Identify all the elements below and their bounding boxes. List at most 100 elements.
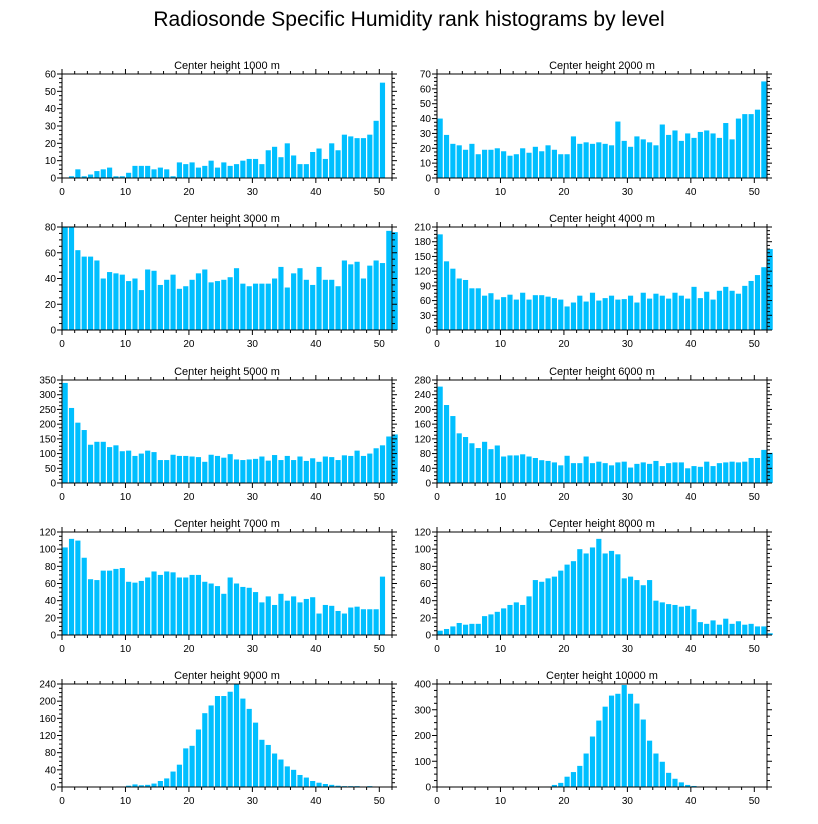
x-tick-label: 0	[434, 339, 440, 350]
histogram-bar	[265, 744, 271, 787]
histogram-bar	[450, 626, 456, 635]
histogram-bar	[551, 149, 557, 178]
x-tick-label: 40	[685, 796, 697, 807]
x-tick-label: 10	[120, 339, 132, 350]
histogram-bar	[462, 624, 469, 635]
histogram-bar	[735, 118, 742, 178]
histogram-bar	[488, 149, 494, 178]
histogram-bar	[284, 600, 290, 635]
histogram-bar	[640, 462, 646, 483]
histogram-bar	[602, 298, 608, 330]
histogram-bar	[729, 623, 735, 635]
histogram-bar	[666, 134, 672, 178]
histogram-panel: Center height 3000 m 0 10 20 30 40 50 0 20 40 60 80	[45, 213, 398, 350]
histogram-bar	[475, 623, 481, 635]
histogram-bar	[322, 158, 328, 178]
histogram-bar	[183, 286, 189, 330]
histogram-bar	[526, 596, 532, 636]
histogram-bar	[367, 453, 373, 483]
histogram-bar	[501, 151, 507, 178]
histogram-bar	[195, 729, 202, 787]
histogram-bar	[240, 586, 246, 635]
histogram-bar	[443, 628, 450, 635]
histogram-bar	[482, 441, 488, 483]
y-tick-label: 0	[425, 479, 431, 490]
histogram-bar	[640, 719, 646, 787]
histogram-panel: Center height 4000 m 0 10 20 30 40 50 0 30 60 90 12…	[414, 213, 773, 350]
histogram-bar	[151, 270, 157, 330]
histogram-bar	[392, 434, 398, 483]
histogram-bar	[392, 232, 398, 330]
histogram-bar	[202, 165, 208, 178]
histogram-bar	[265, 460, 271, 483]
histogram-bar	[354, 450, 360, 483]
histogram-panel: Center height 5000 m 0 10 20 30 40 50 0 50 100 150…	[39, 366, 398, 503]
histogram-bar	[259, 602, 265, 635]
histogram-bar	[126, 450, 132, 483]
histogram-bar	[748, 280, 754, 330]
histogram-bar	[87, 174, 94, 178]
histogram-bar	[335, 150, 341, 178]
histogram-bar	[570, 463, 577, 483]
histogram-bar	[672, 462, 678, 483]
histogram-bar	[710, 620, 716, 635]
histogram-bar	[602, 143, 608, 178]
histogram-bar	[316, 266, 322, 330]
x-tick-label: 30	[622, 187, 634, 198]
histogram-bar	[297, 602, 303, 635]
histogram-bar	[316, 461, 322, 483]
histogram-bar	[691, 785, 697, 787]
histogram-bar	[583, 301, 589, 330]
histogram-bar	[742, 114, 748, 178]
x-tick-label: 30	[622, 339, 634, 350]
y-tick-label: 40	[45, 596, 57, 607]
histogram-bar	[507, 155, 513, 178]
histogram-bar	[735, 462, 742, 483]
histogram-bar	[272, 604, 278, 635]
histogram-bar	[170, 771, 176, 787]
x-tick-label: 10	[120, 796, 132, 807]
histogram-bar	[183, 748, 189, 788]
histogram-bar	[621, 140, 627, 178]
histogram-bar	[596, 720, 602, 787]
histogram-bar	[742, 285, 748, 330]
x-tick-label: 10	[495, 796, 507, 807]
histogram-bar	[164, 279, 170, 330]
histogram-bar	[685, 133, 691, 178]
panel-title: Center height 8000 m	[549, 518, 655, 530]
y-tick-label: 20	[45, 613, 57, 624]
histogram-bar	[621, 461, 627, 483]
x-tick-label: 30	[247, 339, 259, 350]
histogram-bar	[672, 292, 678, 330]
histogram-bar	[62, 382, 68, 483]
histogram-bar	[278, 157, 284, 178]
histogram-bar	[558, 570, 564, 636]
x-tick-label: 50	[374, 339, 386, 350]
y-tick-label: 100	[39, 545, 56, 556]
y-tick-label: 300	[39, 390, 56, 401]
histogram-bar	[151, 169, 157, 178]
histogram-bar	[272, 455, 278, 483]
histogram-bar	[564, 564, 570, 635]
histogram-bar	[360, 278, 367, 330]
histogram-bar	[513, 299, 519, 330]
histogram-bar	[183, 577, 189, 635]
histogram-bar	[716, 463, 722, 483]
histogram-bar	[221, 279, 227, 330]
histogram-bar	[151, 783, 157, 787]
y-tick-label: 0	[425, 326, 431, 337]
histogram-bar	[583, 753, 589, 787]
histogram-bar	[303, 279, 309, 330]
histogram-bar	[278, 593, 284, 635]
histogram-bar	[132, 165, 138, 178]
histogram-bar	[551, 784, 557, 787]
histogram-bar	[716, 624, 722, 635]
histogram-bar	[297, 268, 303, 330]
x-tick-label: 40	[310, 796, 322, 807]
histogram-bar	[456, 622, 462, 635]
histogram-bar	[81, 430, 87, 483]
histogram-bar	[202, 461, 208, 483]
histogram-bar	[754, 275, 761, 330]
histogram-bar	[456, 145, 462, 178]
histogram-bar	[107, 272, 113, 330]
